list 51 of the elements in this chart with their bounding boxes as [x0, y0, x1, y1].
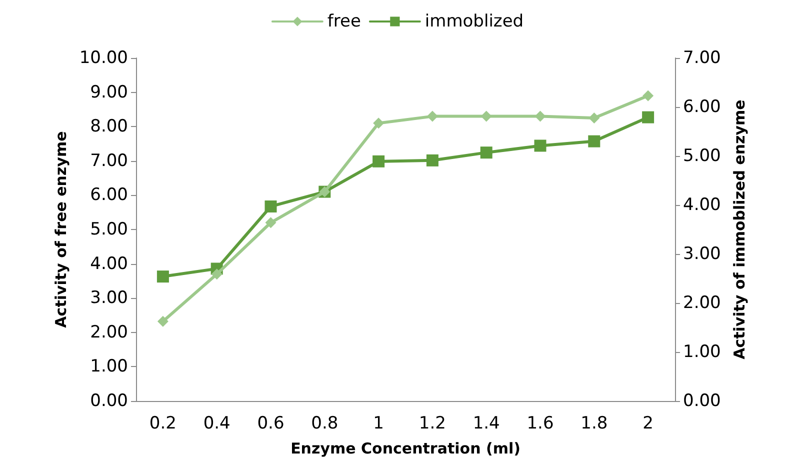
y2-tick-label: 6.00	[683, 97, 721, 117]
point	[588, 135, 600, 148]
legend-label: free	[327, 12, 361, 32]
point	[372, 155, 385, 168]
y-tick-label: 4.00	[90, 254, 128, 274]
y-tick-label: 10.00	[79, 48, 128, 68]
y-tick-label: 2.00	[90, 322, 128, 342]
x-tick-label: 2	[642, 414, 654, 434]
y2-tick-label: 0.00	[683, 391, 721, 411]
point	[156, 270, 169, 283]
x-tick-label: 0.6	[257, 414, 284, 434]
legend-label: immoblized	[424, 12, 524, 32]
y2-tick-label: 2.00	[683, 293, 721, 313]
x-tick-label: 1	[373, 414, 384, 434]
y-tick-label: 0.00	[90, 391, 128, 411]
x-tick-label: 1.4	[472, 414, 500, 434]
point	[426, 154, 438, 166]
y-tick-label: 5.00	[90, 220, 128, 240]
y-tick-label: 7.00	[90, 150, 128, 171]
point	[480, 110, 492, 122]
y-tick-label: 6.00	[90, 185, 128, 206]
y2-tick-label: 4.00	[683, 195, 721, 215]
point	[211, 268, 222, 280]
y-tick-label: 1.00	[90, 356, 128, 377]
point	[588, 112, 600, 124]
x-tick-label: 0.4	[203, 414, 230, 434]
y-tick-label: 9.00	[90, 82, 128, 102]
point	[534, 110, 546, 122]
point	[373, 118, 384, 129]
point	[265, 217, 276, 228]
x-tick-label: 0.8	[311, 414, 338, 434]
y-tick-label: 8.00	[90, 116, 128, 137]
y2-tick-label: 7.00	[683, 48, 721, 68]
point	[157, 316, 168, 327]
y-axis-title: Activity of free enzyme	[52, 131, 70, 328]
point	[480, 146, 492, 159]
x-tick-label: 1.2	[418, 414, 446, 434]
y2-axis-title: Activity of immoblized enzyme	[730, 100, 748, 360]
point	[426, 110, 438, 122]
x-tick-label: 0.2	[149, 414, 176, 434]
x-axis-title: Enzyme Concentration (ml)	[290, 440, 520, 458]
y2-tick-label: 5.00	[683, 146, 721, 166]
point	[534, 140, 546, 152]
y2-tick-label: 3.00	[683, 244, 721, 264]
point	[642, 111, 654, 124]
point	[642, 90, 654, 102]
point	[264, 200, 277, 212]
y2-tick-label: 1.00	[683, 342, 721, 362]
y-tick-label: 3.00	[90, 288, 128, 308]
x-tick-label: 1.8	[580, 414, 608, 434]
x-tick-label: 1.6	[526, 414, 554, 434]
